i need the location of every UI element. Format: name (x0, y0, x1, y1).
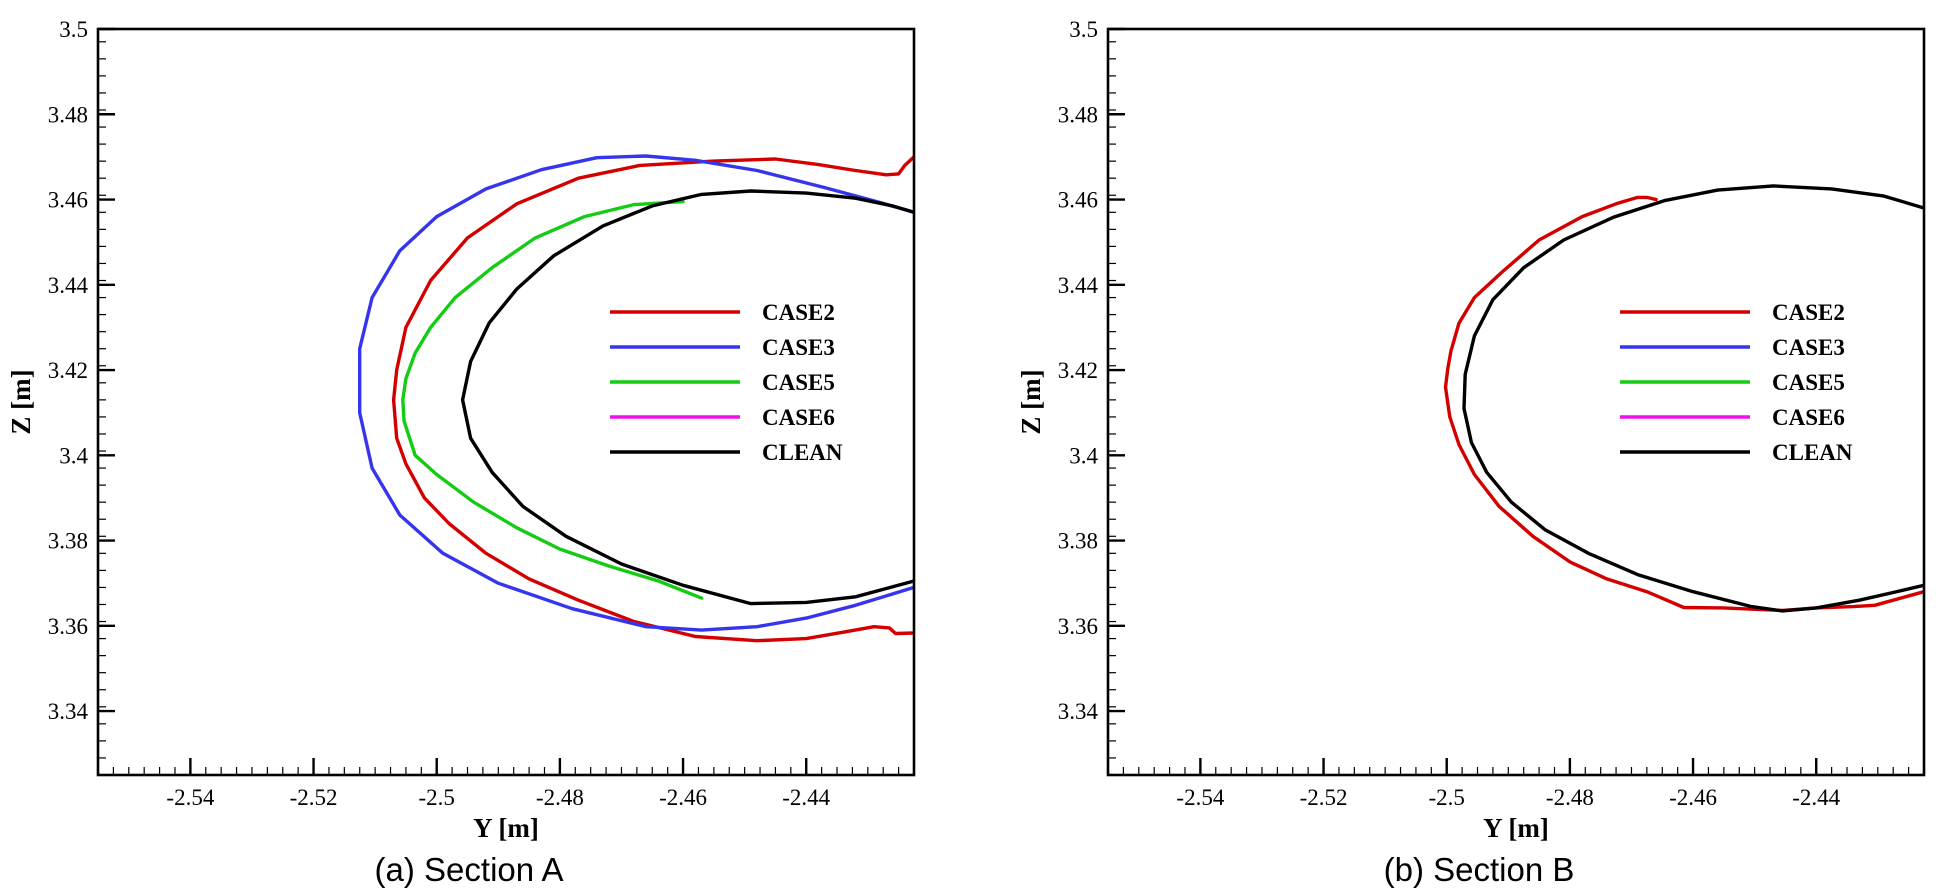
y-axis-title: Z [m] (1016, 369, 1046, 434)
panel-caption: (a) Section A (375, 851, 564, 888)
x-tick-label: -2.46 (1669, 785, 1717, 810)
tick-layer: -2.54 -2.52 -2.5 -2.48 -2.46 -2.44 3.34 3.36 3.3… (48, 17, 900, 810)
y-tick-label: 3.36 (1058, 614, 1098, 639)
y-tick-label: 3.44 (1058, 273, 1099, 298)
y-axis-title: Z [m] (6, 369, 36, 434)
legend-case2-label: CASE2 (762, 300, 835, 325)
panel-section-a: -2.54 -2.52 -2.5 -2.48 -2.46 -2.44 3.34 3.36 3.3… (6, 17, 916, 888)
series-case2-line (1443, 195, 1924, 613)
series-case5-line (401, 199, 704, 600)
series-case3-line (358, 154, 914, 632)
legend-case6-label: CASE6 (762, 405, 835, 430)
series-clean-line (460, 189, 914, 606)
legend-case3-label: CASE3 (1772, 335, 1845, 360)
y-tick-label: 3.38 (1058, 529, 1098, 554)
y-tick-label: 3.42 (48, 358, 88, 383)
y-tick-label: 3.46 (1058, 188, 1098, 213)
x-tick-label: -2.5 (419, 785, 455, 810)
series-layer (358, 154, 914, 643)
x-axis-title: Y [m] (473, 813, 539, 843)
series-clean-line (1462, 184, 1924, 613)
plot-frame (96, 27, 916, 777)
legend-case2-label: CASE2 (1772, 300, 1845, 325)
legend-case3-label: CASE3 (762, 335, 835, 360)
legend-clean-label: CLEAN (1772, 440, 1853, 465)
x-tick-label: -2.44 (1792, 785, 1840, 810)
y-tick-label: 3.34 (1058, 699, 1099, 724)
x-tick-label: -2.44 (782, 785, 830, 810)
x-tick-label: -2.52 (1300, 785, 1348, 810)
plot-frame (1106, 27, 1926, 777)
y-tick-label: 3.42 (1058, 358, 1098, 383)
y-tick-label: 3.4 (59, 443, 88, 468)
y-tick-label: 3.5 (59, 17, 88, 42)
legend: CASE2 CASE3 CASE5 CASE6 CLEAN (1620, 300, 1853, 465)
series-layer (1443, 184, 1924, 613)
legend-case5-label: CASE5 (1772, 370, 1845, 395)
legend: CASE2 CASE3 CASE5 CASE6 CLEAN (610, 300, 843, 465)
x-tick-label: -2.54 (166, 785, 214, 810)
series-case2-line (391, 155, 914, 643)
legend-case6-label: CASE6 (1772, 405, 1845, 430)
panel-section-b: -2.54 -2.52 -2.5 -2.48 -2.46 -2.44 3.34 3.36 3.3… (1016, 17, 1926, 888)
y-tick-label: 3.5 (1069, 17, 1098, 42)
y-tick-label: 3.34 (48, 699, 89, 724)
x-tick-label: -2.52 (290, 785, 338, 810)
x-tick-label: -2.48 (536, 785, 584, 810)
y-tick-label: 3.36 (48, 614, 88, 639)
y-tick-label: 3.4 (1069, 443, 1098, 468)
panel-caption: (b) Section B (1384, 851, 1575, 888)
y-tick-label: 3.38 (48, 529, 88, 554)
legend-case5-label: CASE5 (762, 370, 835, 395)
y-tick-label: 3.46 (48, 188, 88, 213)
x-tick-label: -2.46 (659, 785, 707, 810)
x-tick-label: -2.54 (1176, 785, 1224, 810)
y-tick-label: 3.48 (1058, 102, 1098, 127)
x-tick-label: -2.5 (1429, 785, 1465, 810)
y-tick-label: 3.44 (48, 273, 89, 298)
x-tick-label: -2.48 (1546, 785, 1594, 810)
legend-clean-label: CLEAN (762, 440, 843, 465)
tick-layer: -2.54 -2.52 -2.5 -2.48 -2.46 -2.44 3.34 3.36 3.3… (1058, 17, 1910, 810)
x-axis-title: Y [m] (1483, 813, 1549, 843)
y-tick-label: 3.48 (48, 102, 88, 127)
